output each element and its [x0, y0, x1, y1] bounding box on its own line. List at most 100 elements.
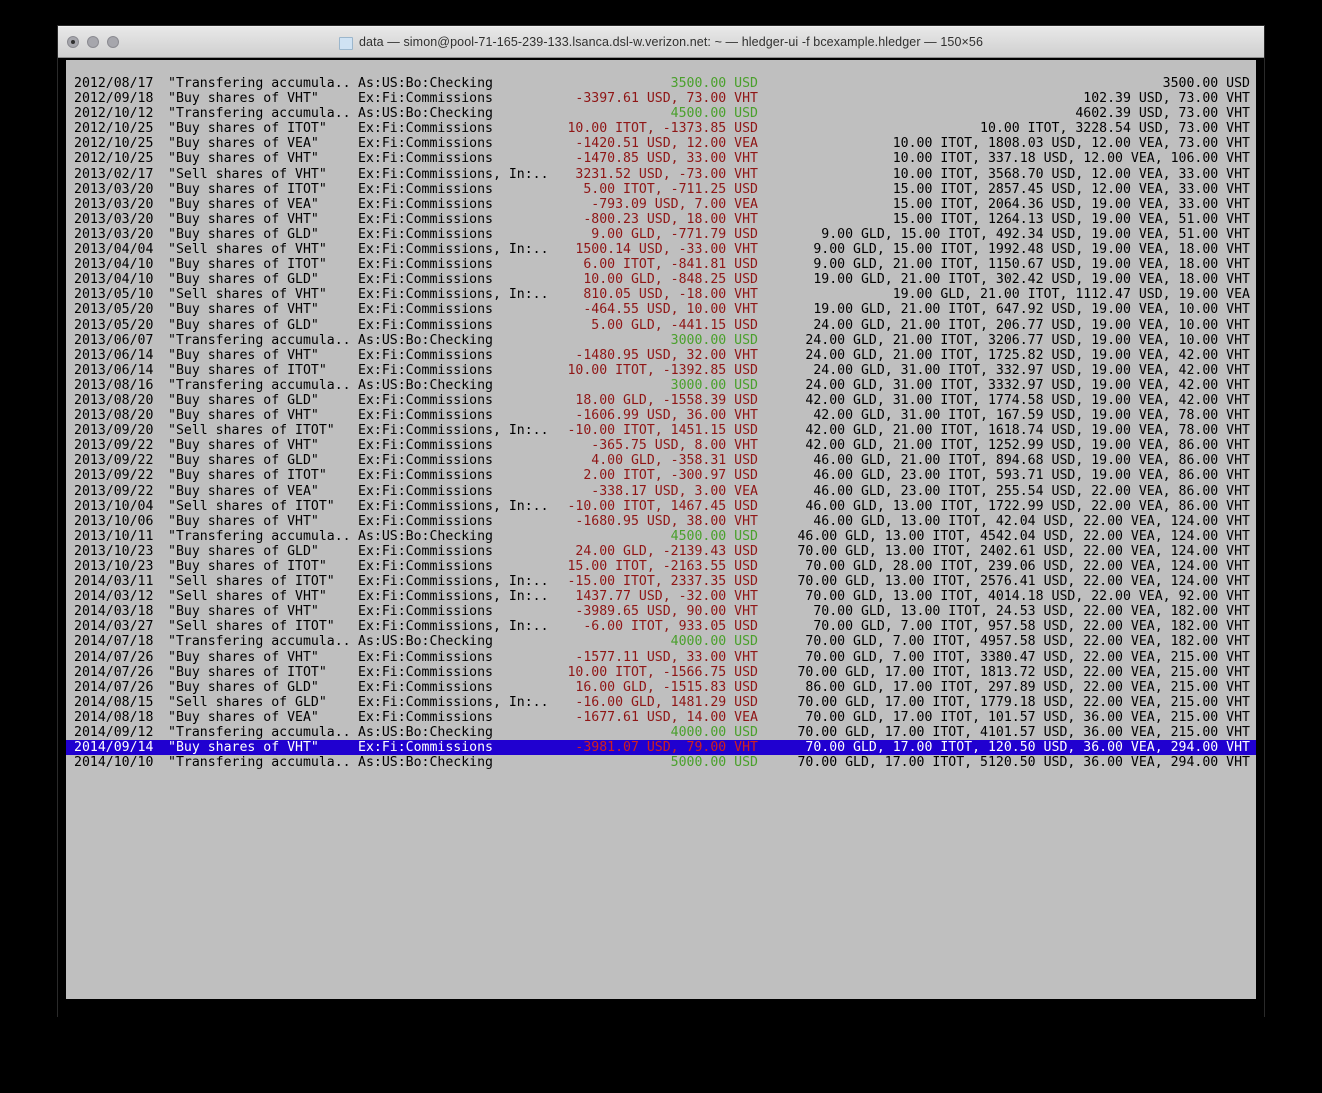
cell-spacer	[758, 589, 782, 604]
transactions-list[interactable]: 2012/08/17 "Transfering accumula.. As:US:B…	[66, 76, 1256, 999]
table-row[interactable]: 2013/03/20 "Buy shares of VHT" Ex:Fi:Commi…	[66, 212, 1256, 227]
cell-description: "Buy shares of VHT"	[168, 604, 319, 620]
zoom-button[interactable]	[107, 36, 119, 48]
table-row[interactable]: 2013/09/22 "Buy shares of GLD" Ex:Fi:Commi…	[66, 453, 1256, 468]
cell-description: "Buy shares of VHT"	[168, 211, 319, 227]
table-row[interactable]: 2012/10/12 "Transfering accumula.. As:US:B…	[66, 106, 1256, 121]
table-row[interactable]: 2013/08/16 "Transfering accumula.. As:US:B…	[66, 378, 1256, 393]
minimize-button[interactable]	[87, 36, 99, 48]
cell-amount: 10.00 ITOT, -1373.85 USD	[567, 121, 758, 137]
table-row[interactable]: 2013/10/06 "Buy shares of VHT" Ex:Fi:Commi…	[66, 514, 1256, 529]
cell-date: 2013/04/04	[74, 242, 154, 258]
cell-amount: -1420.51 USD, 12.00 VEA	[575, 136, 758, 152]
table-row[interactable]: 2013/10/23 "Buy shares of ITOT" Ex:Fi:Comm…	[66, 559, 1256, 574]
cell-spacer	[758, 710, 782, 725]
cell-account: Ex:Fi:Commissions	[358, 604, 493, 620]
table-row[interactable]: 2013/05/10 "Sell shares of VHT" Ex:Fi:Comm…	[66, 287, 1256, 302]
table-row[interactable]: 2012/10/25 "Buy shares of ITOT" Ex:Fi:Comm…	[66, 121, 1256, 136]
cell-balance: 4602.39 USD, 73.00 VHT	[1075, 106, 1250, 122]
table-row[interactable]: 2014/03/18 "Buy shares of VHT" Ex:Fi:Commi…	[66, 604, 1256, 619]
table-row[interactable]: 2012/09/18 "Buy shares of VHT" Ex:Fi:Commi…	[66, 91, 1256, 106]
table-row[interactable]: 2013/10/04 "Sell shares of ITOT" Ex:Fi:Com…	[66, 499, 1256, 514]
cell-spacer	[758, 182, 782, 197]
table-row[interactable]: 2013/03/20 "Buy shares of ITOT" Ex:Fi:Comm…	[66, 182, 1256, 197]
table-row[interactable]: 2013/05/20 "Buy shares of VHT" Ex:Fi:Commi…	[66, 302, 1256, 317]
table-row[interactable]: 2013/04/04 "Sell shares of VHT" Ex:Fi:Comm…	[66, 242, 1256, 257]
terminal-viewport[interactable]: ———————————————————————————————— Assets:…	[58, 58, 1264, 1017]
cell-account: Ex:Fi:Commissions	[358, 740, 493, 756]
cell-description: "Buy shares of ITOT"	[168, 468, 327, 484]
cell-balance: 19.00 GLD, 21.00 ITOT, 647.92 USD, 19.00…	[813, 302, 1250, 318]
terminal-window: data — simon@pool-71-165-239-133.lsanca.…	[58, 26, 1264, 1017]
table-row-selected[interactable]: 2014/09/14 "Buy shares of VHT" Ex:Fi:Commi…	[66, 740, 1256, 756]
table-row[interactable]: 2012/10/25 "Buy shares of VEA" Ex:Fi:Commi…	[66, 136, 1256, 151]
cell-balance: 19.00 GLD, 21.00 ITOT, 302.42 USD, 19.00…	[813, 272, 1250, 288]
cell-account: Ex:Fi:Commissions	[358, 317, 493, 333]
table-row[interactable]: 2014/07/18 "Transfering accumula.. As:US:B…	[66, 634, 1256, 649]
cell-date: 2012/10/25	[74, 121, 154, 137]
table-row[interactable]: 2013/06/07 "Transfering accumula.. As:US:B…	[66, 333, 1256, 348]
table-row[interactable]: 2013/08/20 "Buy shares of VHT" Ex:Fi:Commi…	[66, 408, 1256, 423]
cell-description: "Transfering accumula..	[168, 634, 351, 650]
cell-spacer	[758, 333, 782, 348]
cell-amount: -3397.61 USD, 73.00 VHT	[575, 91, 758, 107]
cell-date: 2013/10/23	[74, 559, 154, 574]
close-button[interactable]	[67, 36, 79, 48]
table-row[interactable]: 2014/08/15 "Sell shares of GLD" Ex:Fi:Comm…	[66, 695, 1256, 710]
table-row[interactable]: 2013/09/22 "Buy shares of VEA" Ex:Fi:Commi…	[66, 484, 1256, 499]
terminal-screen[interactable]: ———————————————————————————————— Assets:…	[66, 60, 1256, 1015]
cell-description: "Buy shares of VHT"	[168, 740, 319, 756]
table-row[interactable]: 2013/04/10 "Buy shares of ITOT" Ex:Fi:Comm…	[66, 257, 1256, 272]
cell-amount: 4500.00 USD	[670, 528, 758, 544]
cell-amount: -10.00 ITOT, 1451.15 USD	[567, 423, 758, 439]
table-row[interactable]: 2013/09/22 "Buy shares of ITOT" Ex:Fi:Comm…	[66, 468, 1256, 483]
table-row[interactable]: 2014/07/26 "Buy shares of VHT" Ex:Fi:Commi…	[66, 650, 1256, 665]
table-row[interactable]: 2012/10/25 "Buy shares of VHT" Ex:Fi:Commi…	[66, 151, 1256, 166]
table-row[interactable]: 2013/03/20 "Buy shares of GLD" Ex:Fi:Commi…	[66, 227, 1256, 242]
table-row[interactable]: 2014/07/26 "Buy shares of GLD" Ex:Fi:Commi…	[66, 680, 1256, 695]
window-titlebar[interactable]: data — simon@pool-71-165-239-133.lsanca.…	[58, 26, 1264, 58]
cell-description: "Buy shares of ITOT"	[168, 559, 327, 574]
cell-date: 2014/09/14	[74, 740, 154, 756]
cell-spacer	[758, 740, 782, 755]
cell-description: "Buy shares of VEA"	[168, 709, 319, 725]
table-row[interactable]: 2013/08/20 "Buy shares of GLD" Ex:Fi:Commi…	[66, 393, 1256, 408]
cell-account: Ex:Fi:Commissions	[358, 136, 493, 152]
table-row[interactable]: 2013/09/22 "Buy shares of VHT" Ex:Fi:Commi…	[66, 438, 1256, 453]
cell-account: Ex:Fi:Commissions	[358, 121, 493, 137]
cell-spacer	[758, 665, 782, 680]
table-row[interactable]: 2014/03/11 "Sell shares of ITOT" Ex:Fi:Com…	[66, 574, 1256, 589]
table-row[interactable]: 2013/09/20 "Sell shares of ITOT" Ex:Fi:Com…	[66, 423, 1256, 438]
cell-date: 2013/09/22	[74, 483, 154, 499]
table-row[interactable]: 2013/10/11 "Transfering accumula.. As:US:B…	[66, 529, 1256, 544]
table-row[interactable]: 2014/03/27 "Sell shares of ITOT" Ex:Fi:Com…	[66, 619, 1256, 634]
cell-account: Ex:Fi:Commissions, In:..	[358, 694, 549, 710]
cell-description: "Sell shares of ITOT"	[168, 423, 335, 439]
cell-balance: 19.00 GLD, 21.00 ITOT, 1112.47 USD, 19.0…	[892, 287, 1250, 303]
table-row[interactable]: 2014/07/26 "Buy shares of ITOT" Ex:Fi:Comm…	[66, 665, 1256, 680]
cell-date: 2013/05/20	[74, 317, 154, 333]
table-row[interactable]: 2013/06/14 "Buy shares of ITOT" Ex:Fi:Comm…	[66, 363, 1256, 378]
table-row[interactable]: 2012/08/17 "Transfering accumula.. As:US:B…	[66, 76, 1256, 91]
cell-amount: 6.00 ITOT, -841.81 USD	[583, 257, 758, 273]
cell-balance: 70.00 GLD, 7.00 ITOT, 4957.58 USD, 22.00…	[805, 634, 1250, 650]
table-row[interactable]: 2014/10/10 "Transfering accumula.. As:US:B…	[66, 755, 1256, 770]
cell-date: 2013/10/11	[74, 528, 154, 544]
cell-description: "Buy shares of GLD"	[168, 317, 319, 333]
window-controls[interactable]	[67, 36, 119, 48]
table-row[interactable]: 2013/04/10 "Buy shares of GLD" Ex:Fi:Commi…	[66, 272, 1256, 287]
cell-account: As:US:Bo:Checking	[358, 106, 493, 122]
table-row[interactable]: 2013/03/20 "Buy shares of VEA" Ex:Fi:Commi…	[66, 197, 1256, 212]
cell-account: Ex:Fi:Commissions, In:..	[358, 498, 549, 514]
cell-date: 2014/03/12	[74, 589, 154, 605]
cell-description: "Transfering accumula..	[168, 755, 351, 771]
cell-amount: -800.23 USD, 18.00 VHT	[583, 211, 758, 227]
table-row[interactable]: 2013/02/17 "Sell shares of VHT" Ex:Fi:Comm…	[66, 167, 1256, 182]
table-row[interactable]: 2014/03/12 "Sell shares of VHT" Ex:Fi:Comm…	[66, 589, 1256, 604]
table-row[interactable]: 2013/05/20 "Buy shares of GLD" Ex:Fi:Commi…	[66, 318, 1256, 333]
table-row[interactable]: 2014/08/18 "Buy shares of VEA" Ex:Fi:Commi…	[66, 710, 1256, 725]
table-row[interactable]: 2014/09/12 "Transfering accumula.. As:US:B…	[66, 725, 1256, 740]
cell-amount: -6.00 ITOT, 933.05 USD	[583, 619, 758, 635]
table-row[interactable]: 2013/06/14 "Buy shares of VHT" Ex:Fi:Commi…	[66, 348, 1256, 363]
table-row[interactable]: 2013/10/23 "Buy shares of GLD" Ex:Fi:Commi…	[66, 544, 1256, 559]
